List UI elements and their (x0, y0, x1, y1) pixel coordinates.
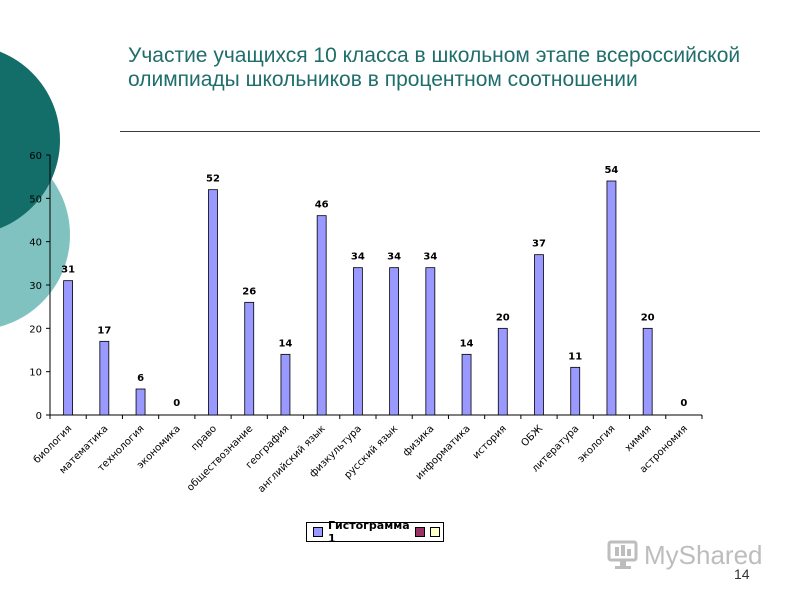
page-number: 14 (734, 566, 750, 582)
legend-swatch-2 (414, 527, 425, 537)
data-label: 11 (568, 351, 582, 362)
data-label: 46 (315, 200, 329, 211)
slide-decoration (0, 51, 70, 327)
bar (316, 215, 327, 416)
x-tick-label: ОБЖ (519, 423, 545, 449)
watermark-text: MyShared (644, 539, 763, 570)
bar (208, 189, 218, 416)
legend-label-1: Гистограмма 1 (328, 519, 410, 545)
bar (135, 388, 146, 416)
chart-legend: Гистограмма 1 (306, 519, 444, 545)
bar (497, 327, 508, 416)
y-tick-label: 20 (29, 324, 42, 335)
data-label: 17 (97, 325, 111, 336)
data-label: 34 (387, 252, 401, 263)
data-label: 14 (278, 338, 292, 349)
bar (461, 353, 472, 416)
monitor-icon (607, 540, 638, 569)
data-label: 52 (206, 174, 220, 185)
bar (425, 267, 436, 416)
data-label: 20 (496, 312, 510, 323)
y-tick-label: 50 (29, 194, 42, 205)
slide-title: Участие учащихся 10 класса в школьном эт… (128, 44, 741, 91)
bar (570, 366, 581, 416)
bar-chart: 010203040506031биология17математика6техн… (29, 151, 703, 495)
bar (352, 267, 363, 416)
data-label: 20 (641, 312, 655, 323)
bar (389, 267, 400, 416)
watermark-logo: MyShared (606, 538, 763, 572)
x-tick-label: экология (576, 423, 618, 465)
legend-swatch-1 (313, 527, 323, 537)
y-tick-label: 60 (29, 151, 42, 162)
bar (244, 301, 255, 416)
x-tick-label: право (189, 423, 219, 453)
x-tick-label: химия (623, 423, 654, 454)
x-tick-label: физика (401, 423, 436, 458)
x-tick-label: английский язык (256, 423, 328, 495)
x-tick-label: история (471, 423, 509, 461)
bar (606, 180, 617, 416)
data-label: 31 (61, 265, 75, 276)
data-label: 34 (351, 252, 365, 263)
y-tick-label: 10 (29, 368, 42, 379)
title-divider (120, 131, 760, 132)
bar (280, 353, 291, 416)
y-tick-label: 40 (29, 238, 42, 249)
bar (534, 254, 544, 416)
bar (99, 340, 110, 416)
data-label: 14 (460, 338, 474, 349)
data-label: 6 (137, 373, 144, 384)
decoration-dark-circle (0, 51, 60, 229)
y-tick-label: 0 (36, 411, 42, 422)
legend-swatch-3 (429, 527, 440, 537)
data-label: 54 (604, 165, 618, 176)
bar (63, 280, 74, 416)
data-label: 0 (680, 398, 687, 409)
data-label: 37 (532, 239, 546, 250)
data-label: 34 (423, 252, 437, 263)
x-tick-label: обществознание (185, 423, 255, 493)
data-label: 26 (242, 286, 256, 297)
data-label: 0 (173, 398, 180, 409)
y-tick-label: 30 (29, 281, 42, 292)
bar (642, 327, 653, 416)
